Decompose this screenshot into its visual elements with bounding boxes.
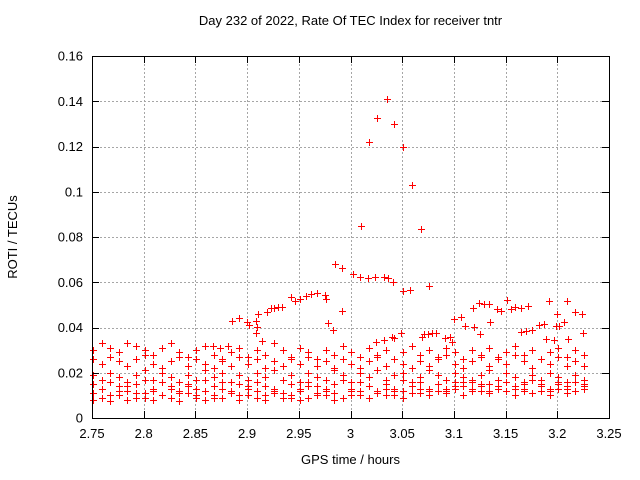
y-tick-labels: 0 0.02 0.04 0.06 0.08 0.1 0.12 0.14 0.16 <box>58 49 83 426</box>
data-points <box>90 96 588 405</box>
y-tick-label: 0.12 <box>58 139 83 154</box>
grid-lines <box>92 56 609 418</box>
x-tick-label: 3.25 <box>596 426 621 441</box>
x-tick-label: 2.9 <box>238 426 256 441</box>
x-tick-label: 3.05 <box>390 426 415 441</box>
y-tick-label: 0.1 <box>65 184 83 199</box>
x-tick-labels: 2.75 2.8 2.85 2.9 2.95 3 3.05 3.1 3.15 3.2 3.25 <box>79 426 621 441</box>
chart-title: Day 232 of 2022, Rate Of TEC Index for r… <box>198 13 503 28</box>
y-tick-label: 0.04 <box>58 320 83 335</box>
x-tick-label: 3.15 <box>493 426 518 441</box>
y-tick-label: 0.14 <box>58 94 83 109</box>
y-tick-label: 0 <box>76 411 83 426</box>
x-tick-label: 2.95 <box>286 426 311 441</box>
x-tick-label: 3.1 <box>445 426 463 441</box>
axes-border <box>92 56 610 419</box>
y-tick-label: 0.06 <box>58 275 83 290</box>
x-tick-label: 2.85 <box>183 426 208 441</box>
x-tick-label: 3 <box>347 426 354 441</box>
x-axis-label: GPS time / hours <box>301 452 400 467</box>
x-tick-label: 2.8 <box>135 426 153 441</box>
y-tick-label: 0.02 <box>58 365 83 380</box>
x-tick-label: 2.75 <box>79 426 104 441</box>
x-tick-label: 3.2 <box>548 426 566 441</box>
y-tick-label: 0.08 <box>58 230 83 245</box>
y-tick-label: 0.16 <box>58 49 83 64</box>
